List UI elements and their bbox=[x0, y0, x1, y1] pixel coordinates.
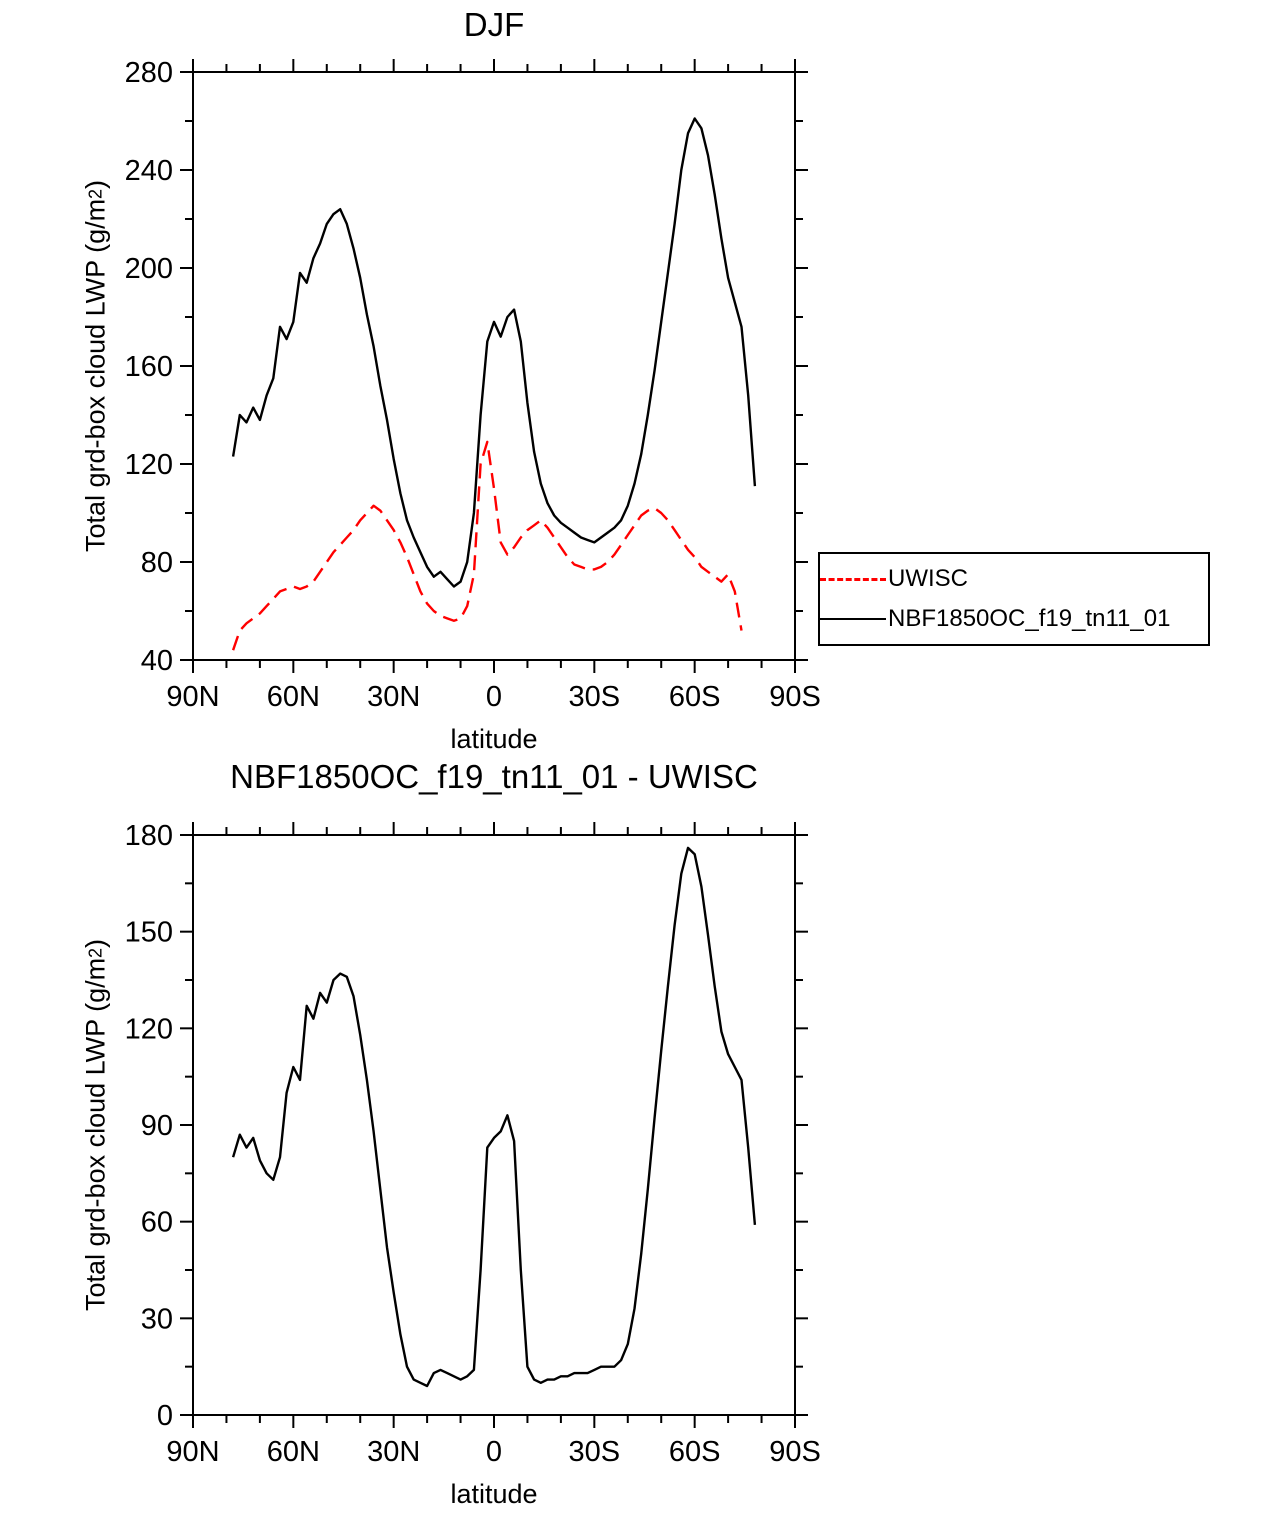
x-tick-label: 60N bbox=[267, 681, 320, 713]
y-axis-label-top-close: ) bbox=[80, 179, 111, 189]
x-tick-label: 90N bbox=[166, 681, 219, 713]
y-tick-label: 200 bbox=[125, 253, 173, 285]
y-tick-label: 40 bbox=[141, 645, 173, 677]
y-axis-label-bottom-text: Total grd-box cloud LWP (g/m bbox=[80, 957, 111, 1312]
x-tick-label: 90N bbox=[166, 1436, 219, 1468]
y-axis-label-top: Total grd-box cloud LWP (g/m 2) bbox=[78, 72, 114, 660]
legend-label-model: NBF1850OC_f19_tn11_01 bbox=[888, 604, 1171, 632]
x-tick-label: 30N bbox=[367, 681, 420, 713]
x-tick-label: 30S bbox=[569, 1436, 621, 1468]
legend-box: UWISC NBF1850OC_f19_tn11_01 bbox=[818, 552, 1210, 646]
legend-item-model: NBF1850OC_f19_tn11_01 bbox=[820, 605, 1208, 633]
x-tick-label: 60S bbox=[669, 1436, 721, 1468]
plot-frame-0 bbox=[192, 71, 796, 661]
x-axis-label-top: latitude bbox=[450, 724, 538, 754]
y-axis-label-bottom-close: ) bbox=[80, 938, 111, 948]
chart-title-bottom: NBF1850OC_f19_tn11_01 - UWISC bbox=[230, 758, 758, 795]
y-axis-label-top-text: Total grd-box cloud LWP (g/m bbox=[80, 198, 111, 553]
legend-line-sample-model bbox=[820, 617, 886, 620]
x-tick-label: 90S bbox=[769, 681, 821, 713]
series-line-nbf1850oc-f19-tn11-01 bbox=[231, 117, 757, 588]
y-axis-label-top-sup: 2 bbox=[85, 188, 106, 199]
y-tick-label: 90 bbox=[141, 1110, 173, 1142]
x-tick-label: 60S bbox=[669, 681, 721, 713]
chart-title-top: DJF bbox=[463, 6, 525, 43]
x-tick-label: 90S bbox=[769, 1436, 821, 1468]
y-tick-label: 240 bbox=[125, 155, 173, 187]
y-tick-label: 160 bbox=[125, 351, 173, 383]
x-tick-label: 30S bbox=[569, 681, 621, 713]
y-tick-label: 120 bbox=[125, 449, 173, 481]
y-axis-label-bottom-sup: 2 bbox=[85, 947, 106, 958]
y-tick-label: 60 bbox=[141, 1207, 173, 1239]
y-tick-label: 0 bbox=[157, 1400, 173, 1432]
legend-item-uwisc: UWISC bbox=[820, 565, 1208, 593]
series-line-nbf1850oc-f19-tn11-01-uwisc bbox=[231, 846, 757, 1388]
x-tick-label: 60N bbox=[267, 1436, 320, 1468]
y-axis-label-bottom: Total grd-box cloud LWP (g/m 2) bbox=[78, 835, 114, 1415]
x-tick-label: 30N bbox=[367, 1436, 420, 1468]
x-tick-label: 0 bbox=[486, 681, 502, 713]
legend-label-uwisc: UWISC bbox=[888, 565, 968, 593]
x-axis-label-bottom: latitude bbox=[450, 1479, 538, 1509]
y-tick-label: 120 bbox=[125, 1013, 173, 1045]
series-line-uwisc bbox=[231, 440, 743, 651]
y-tick-label: 150 bbox=[125, 917, 173, 949]
y-tick-label: 80 bbox=[141, 547, 173, 579]
y-tick-label: 280 bbox=[125, 57, 173, 89]
legend-line-sample-uwisc bbox=[820, 577, 886, 581]
y-tick-label: 30 bbox=[141, 1303, 173, 1335]
y-tick-label: 180 bbox=[125, 820, 173, 852]
x-tick-label: 0 bbox=[486, 1436, 502, 1468]
